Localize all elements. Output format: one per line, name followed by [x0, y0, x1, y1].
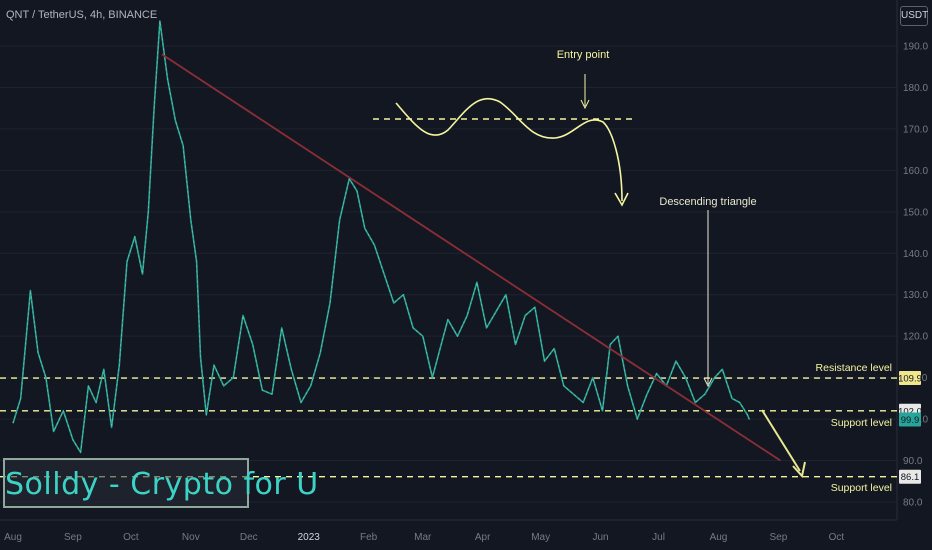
price-tick-label: 130.0	[903, 290, 928, 301]
time-tick-label: Apr	[475, 532, 491, 543]
price-series	[12, 20, 751, 454]
time-tick-label: May	[531, 532, 550, 543]
time-tick-label: Jun	[593, 532, 609, 543]
descending-trendline	[161, 53, 781, 462]
price-tags: 109.9 102.099.9 86.1	[898, 371, 922, 484]
price-line	[12, 20, 751, 454]
price-axis: 80.090.0100.0110.0120.0130.0140.0150.016…	[903, 42, 928, 509]
price-tag-value: 102.0	[898, 406, 922, 417]
time-tick-label: Mar	[414, 532, 432, 543]
price-tag: 109.9	[898, 371, 922, 386]
price-tick-label: 90.0	[903, 456, 923, 467]
currency-unit-button[interactable]: USDT	[900, 6, 928, 26]
time-tick-label: Aug	[710, 532, 728, 543]
price-tag-value: 86.1	[901, 472, 920, 483]
price-tag-value: 99.9	[901, 415, 920, 426]
time-tick-label: Nov	[182, 532, 200, 543]
target-arrow-icon	[792, 461, 806, 479]
time-axis: Aug Sep Oct Nov Dec 2023 Feb Mar Apr May Jun Jul Aug…	[4, 532, 844, 543]
price-tick-label: 80.0	[903, 498, 923, 509]
support-level-lower-label: Support level	[831, 482, 892, 494]
price-tag: 99.9	[899, 412, 921, 427]
entry-point-label: Entry point	[557, 49, 610, 61]
price-tick-label: 170.0	[903, 124, 928, 135]
drawings: Entry point Descending triangle Resistan…	[373, 49, 892, 494]
price-tick-label: 120.0	[903, 332, 928, 343]
time-tick-label: 2023	[298, 532, 321, 543]
support-level-upper-label: Support level	[831, 417, 892, 429]
price-tag: 86.1	[899, 469, 921, 484]
price-tick-label: 190.0	[903, 42, 928, 53]
trendline[interactable]	[161, 53, 781, 462]
author-watermark: Solldy - Crypto for U	[3, 458, 318, 508]
time-tick-label: Oct	[829, 532, 845, 543]
time-tick-label: Feb	[360, 532, 378, 543]
time-tick-label: Jul	[652, 532, 665, 543]
descending-triangle-label: Descending triangle	[659, 196, 756, 208]
resistance-level-label: Resistance level	[816, 362, 892, 374]
triangle-arrow-icon	[703, 377, 713, 388]
grid	[0, 45, 897, 503]
time-tick-label: Sep	[64, 532, 82, 543]
price-tick-label: 150.0	[903, 207, 928, 218]
time-tick-label: Aug	[4, 532, 22, 543]
entry-point-arrow-icon	[580, 99, 590, 110]
price-tick-label: 160.0	[903, 166, 928, 177]
price-tick-label: 180.0	[903, 83, 928, 94]
price-tag-value: 109.9	[898, 374, 922, 385]
symbol-title[interactable]: QNT / TetherUS, 4h, BINANCE	[6, 9, 158, 21]
target-projection-line	[761, 409, 801, 472]
price-tick-label: 140.0	[903, 249, 928, 260]
price-line-highlight	[12, 21, 750, 454]
time-tick-label: Sep	[769, 532, 787, 543]
projected-path-curve	[395, 97, 623, 202]
time-tick-label: Dec	[240, 532, 258, 543]
projected-path-arrowhead-icon	[614, 192, 629, 207]
time-tick-label: Oct	[123, 532, 139, 543]
